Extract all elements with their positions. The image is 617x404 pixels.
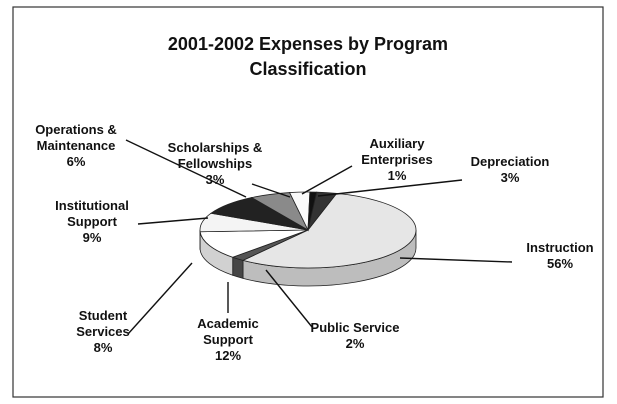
slice-label: Scholarships & Fellowships 3% [160, 140, 270, 188]
slice-label: Depreciation 3% [455, 154, 565, 186]
category-label: Public Service [310, 320, 400, 335]
leader-line [265, 269, 313, 328]
category-label: Auxiliary Enterprises [361, 136, 433, 167]
category-label: Instruction [526, 240, 594, 255]
leader-line [127, 262, 193, 335]
slice [199, 229, 309, 258]
leader-line [251, 183, 291, 198]
leader-line [137, 217, 209, 225]
slice-label: Auxiliary Enterprises 1% [347, 136, 447, 184]
value-label: 3% [205, 172, 225, 187]
value-label: 2% [345, 336, 365, 351]
leader-line [301, 165, 353, 195]
slice-label: Instruction 56% [495, 240, 617, 272]
value-label: 8% [93, 340, 113, 355]
slice-side [232, 256, 244, 279]
category-label: Operations & Maintenance [35, 122, 117, 153]
value-label: 6% [66, 154, 86, 169]
slice-label: Student Services 8% [58, 308, 148, 356]
slice-label: Institutional Support 9% [37, 198, 147, 246]
category-label: Institutional Support [55, 198, 129, 229]
category-label: Depreciation [470, 154, 550, 169]
leader-line [125, 139, 247, 198]
leader-line [399, 257, 513, 263]
slice-label: Academic Support 12% [183, 316, 273, 364]
chart-title: 2001-2002 Expenses by Program Classifica… [167, 34, 449, 79]
slice-label: Public Service 2% [290, 320, 420, 352]
slice [241, 192, 417, 269]
value-label: 12% [214, 348, 242, 363]
slice-label: Operations & Maintenance 6% [16, 122, 136, 170]
category-label: Student Services [76, 308, 130, 339]
value-label: 3% [500, 170, 520, 185]
value-label: 1% [387, 168, 407, 183]
category-label: Academic Support [197, 316, 259, 347]
category-label: Scholarships & Fellowships [167, 140, 263, 171]
value-label: 56% [546, 256, 574, 271]
value-label: 9% [82, 230, 102, 245]
leader-line [317, 179, 463, 197]
